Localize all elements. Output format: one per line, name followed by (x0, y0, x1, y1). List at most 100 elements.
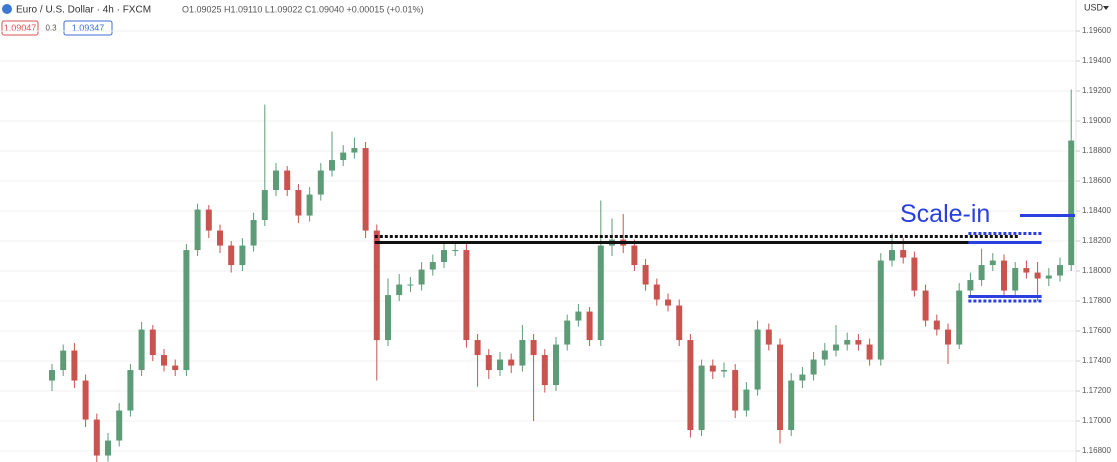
candle-body (452, 250, 459, 252)
candle-body (810, 359, 817, 375)
candle-body (945, 329, 951, 345)
candle-body (575, 311, 582, 321)
candle-body (429, 262, 436, 270)
symbol-icon (2, 4, 12, 14)
candle-body (317, 170, 324, 195)
candle-body (373, 230, 380, 341)
candle-body (485, 355, 492, 371)
y-tick-label: 1.17600 (1082, 326, 1111, 335)
y-tick-label: 1.17400 (1082, 356, 1111, 365)
candle-body (665, 299, 671, 306)
candle-body (362, 148, 369, 231)
candle-body (194, 209, 201, 251)
ohlc-readout: O1.09025 H1.09110 L1.09022 C1.09040 +0.0… (182, 4, 424, 14)
candle-body (60, 350, 67, 371)
candle-body (653, 284, 660, 300)
y-tick-label: 1.18200 (1082, 236, 1111, 245)
candle-body (1001, 260, 1007, 291)
candle-body (732, 370, 739, 411)
candle-body (49, 370, 55, 381)
candle-body (530, 340, 537, 356)
y-tick-label: 1.18000 (1082, 266, 1111, 275)
candle-body (911, 257, 918, 291)
candle-body (743, 389, 750, 411)
candle-body (205, 209, 212, 231)
candle-body (900, 250, 907, 258)
candle-body (676, 305, 683, 341)
candle-body (978, 265, 985, 281)
candle-body (508, 359, 515, 366)
candle-body (922, 290, 929, 321)
candle-body (553, 344, 559, 386)
y-tick-label: 1.19400 (1082, 56, 1111, 65)
candle-body (1012, 268, 1019, 291)
candle-body (519, 340, 526, 366)
candle-body (721, 370, 727, 372)
candle-body (497, 359, 503, 371)
symbol-title: Euro / U.S. Dollar · 4h · FXCM (16, 5, 151, 16)
candle-body (989, 260, 996, 266)
candle-body (877, 260, 884, 360)
candle-body (463, 250, 470, 341)
y-tick-label: 1.18400 (1082, 206, 1111, 215)
y-tick-label: 1.17800 (1082, 296, 1111, 305)
candle-body (799, 374, 806, 381)
y-tick-label: 1.19000 (1082, 116, 1111, 125)
candle-body (933, 320, 940, 330)
spread: 0.3 (45, 24, 57, 33)
candle-body (855, 340, 862, 345)
candle-body (642, 265, 649, 285)
candle-body (1068, 140, 1075, 266)
candle-body (1034, 272, 1041, 279)
candle-body (105, 440, 111, 456)
candle-body (821, 350, 828, 360)
candle-body (833, 344, 839, 351)
candle-body (71, 350, 78, 381)
candle-body (306, 194, 313, 216)
candle-body (765, 329, 772, 345)
candle-body (788, 380, 795, 431)
candle-body (161, 355, 167, 366)
candle-body (295, 190, 302, 216)
y-tick-label: 1.18800 (1082, 146, 1111, 155)
candle-body (754, 329, 761, 390)
y-tick-label: 1.17000 (1082, 416, 1111, 425)
candle-body (866, 344, 873, 360)
candle-body (441, 250, 447, 263)
candle-body (586, 311, 593, 341)
y-tick-label: 1.17200 (1082, 386, 1111, 395)
candle-body (889, 250, 895, 261)
candle-body (687, 340, 694, 431)
candle-body (407, 284, 414, 286)
candle-body (273, 170, 279, 191)
y-tick-label: 1.19200 (1082, 86, 1111, 95)
candle-body (597, 245, 604, 341)
candle-body (93, 419, 100, 456)
candle-body (418, 269, 425, 285)
candle-body (351, 148, 358, 153)
candle-body (340, 152, 347, 161)
candle-body (116, 410, 123, 441)
currency-label: USD (1084, 2, 1104, 12)
candle-body (149, 329, 156, 356)
candle-body (1023, 268, 1030, 273)
y-tick-label: 1.18600 (1082, 176, 1111, 185)
candle-body (385, 295, 391, 341)
candle-body (228, 245, 235, 266)
candle-body (709, 365, 716, 372)
candle-body (698, 365, 705, 431)
ask-price: 1.09347 (72, 23, 105, 33)
candle-body (844, 340, 851, 345)
candle-body (1045, 275, 1052, 279)
candle-body (329, 160, 335, 171)
candle-body (183, 250, 190, 371)
candle-body (127, 370, 134, 411)
y-tick-label: 1.19600 (1082, 26, 1111, 35)
y-tick-label: 1.16800 (1082, 446, 1111, 455)
candle-body (564, 320, 571, 345)
currency-dropdown[interactable] (1103, 6, 1109, 10)
candle-body (777, 344, 783, 431)
candle-body (284, 170, 291, 191)
